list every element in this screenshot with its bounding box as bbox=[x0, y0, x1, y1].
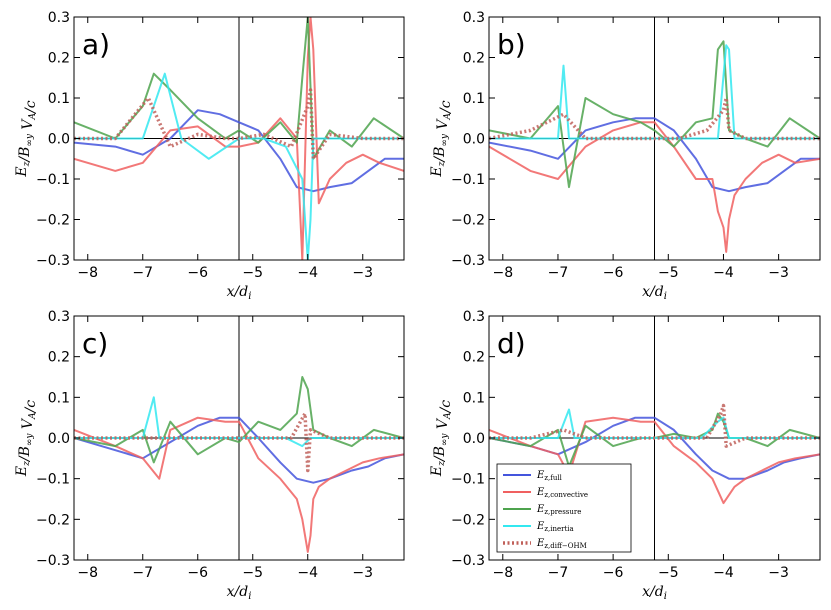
y-axis-label: Ez/B∞y VA/c bbox=[14, 100, 39, 177]
x-tick-label: −4 bbox=[713, 265, 734, 281]
series-line-inertia bbox=[489, 408, 820, 439]
y-tick-label: 0.1 bbox=[48, 91, 70, 107]
series-line-full bbox=[489, 416, 820, 480]
series-line-diff-ohm bbox=[74, 88, 404, 161]
panel-label: d) bbox=[497, 327, 526, 360]
series-line-full bbox=[489, 117, 820, 193]
y-tick-label: −0.1 bbox=[36, 472, 70, 488]
x-tick-label: −7 bbox=[132, 565, 153, 581]
legend-label-pressure: Ez,pressure bbox=[536, 504, 581, 516]
x-tick-label: −3 bbox=[352, 265, 373, 281]
panel-label: b) bbox=[497, 28, 526, 61]
x-tick-label: −8 bbox=[77, 265, 98, 281]
y-tick-label: 0.2 bbox=[463, 51, 485, 67]
legend-label-inertia: Ez,inertia bbox=[536, 521, 574, 533]
x-tick-label: −5 bbox=[658, 565, 679, 581]
x-tick-label: −5 bbox=[242, 565, 263, 581]
y-tick-label: 0.2 bbox=[463, 350, 485, 366]
series-line-convective bbox=[74, 17, 404, 260]
y-tick-label: 0.2 bbox=[48, 51, 70, 67]
series-group bbox=[489, 40, 820, 253]
x-axis-label: x/di bbox=[227, 584, 252, 602]
x-tick-label: −6 bbox=[603, 565, 624, 581]
x-tick-label: −6 bbox=[603, 265, 624, 281]
x-tick-label: −3 bbox=[768, 265, 789, 281]
y-tick-label: −0.3 bbox=[36, 253, 70, 269]
x-tick-label: −4 bbox=[297, 265, 318, 281]
x-axis-label: x/di bbox=[642, 284, 667, 302]
x-tick-label: −6 bbox=[187, 265, 208, 281]
series-line-inertia bbox=[74, 72, 404, 260]
panel-label: c) bbox=[82, 327, 108, 360]
x-tick-label: −5 bbox=[242, 265, 263, 281]
series-line-inertia bbox=[489, 44, 820, 140]
y-axis-label: Ez/B∞y VA/c bbox=[429, 400, 454, 477]
y-tick-label: −0.3 bbox=[36, 553, 70, 569]
y-tick-label: −0.3 bbox=[451, 253, 485, 269]
y-tick-label: 0.1 bbox=[463, 390, 485, 406]
y-tick-label: 0.3 bbox=[463, 309, 485, 325]
y-tick-label: −0.2 bbox=[36, 512, 70, 528]
x-tick-label: −4 bbox=[297, 565, 318, 581]
y-tick-label: −0.1 bbox=[36, 172, 70, 188]
y-tick-label: −0.2 bbox=[451, 512, 485, 528]
series-line-pressure bbox=[74, 17, 404, 160]
chart-panel-c: −8 −7 −6 −5 −4 −3 −0.3 −0.2 −0.1 0.0 0.1 0.2 0.3 x/di… bbox=[14, 309, 405, 602]
y-axis-label: Ez/B∞y VA/c bbox=[14, 400, 39, 477]
series-line-diff-ohm bbox=[74, 411, 404, 473]
y-tick-label: −0.1 bbox=[451, 472, 485, 488]
x-axis-label: x/di bbox=[227, 284, 252, 302]
x-tick-label: −3 bbox=[768, 565, 789, 581]
y-tick-label: −0.3 bbox=[451, 553, 485, 569]
y-axis-label: Ez/B∞y VA/c bbox=[429, 100, 454, 177]
y-tick-label: 0.1 bbox=[48, 390, 70, 406]
y-tick-label: −0.2 bbox=[36, 213, 70, 229]
y-tick-label: 0.0 bbox=[463, 132, 485, 148]
y-tick-label: −0.1 bbox=[451, 172, 485, 188]
chart-panel-a: −8 −7 −6 −5 −4 −3 −0.3 −0.2 −0.1 0.0 0.1 0.2 0.3 x/di… bbox=[14, 10, 405, 302]
series-line-pressure bbox=[489, 40, 820, 189]
series-line-diff-ohm bbox=[489, 403, 820, 448]
x-axis-label: x/di bbox=[642, 584, 667, 602]
x-tick-label: −5 bbox=[658, 265, 679, 281]
series-group bbox=[74, 17, 404, 260]
series-group bbox=[74, 376, 404, 553]
chart-panel-d: −8 −7 −6 −5 −4 −3 −0.3 −0.2 −0.1 0.0 0.1 0.2 0.3 x/di… bbox=[429, 309, 821, 602]
x-tick-label: −6 bbox=[187, 565, 208, 581]
y-tick-label: −0.2 bbox=[451, 213, 485, 229]
y-tick-label: 0.1 bbox=[463, 91, 485, 107]
series-line-convective bbox=[489, 121, 820, 253]
legend-label-diff-ohm: Ez,diff−OHM bbox=[536, 538, 587, 550]
panel-label: a) bbox=[82, 28, 110, 61]
y-tick-label: 0.0 bbox=[463, 431, 485, 447]
x-tick-label: −8 bbox=[492, 265, 513, 281]
series-line-pressure bbox=[74, 376, 404, 464]
legend: Ez,full Ez,convective Ez,pressure Ez,inerti… bbox=[496, 463, 632, 553]
series-line-pressure bbox=[489, 412, 820, 468]
series-line-full bbox=[74, 416, 404, 484]
x-tick-label: −3 bbox=[352, 565, 373, 581]
y-tick-label: 0.3 bbox=[48, 10, 70, 26]
x-tick-label: −7 bbox=[132, 265, 153, 281]
x-tick-label: −4 bbox=[713, 565, 734, 581]
x-tick-label: −7 bbox=[548, 265, 569, 281]
y-tick-label: 0.3 bbox=[48, 309, 70, 325]
x-tick-label: −8 bbox=[77, 565, 98, 581]
chart-panel-b: −8 −7 −6 −5 −4 −3 −0.3 −0.2 −0.1 0.0 0.1 0.2 0.3 x/di… bbox=[429, 10, 821, 302]
y-tick-label: 0.2 bbox=[48, 350, 70, 366]
series-line-convective bbox=[74, 416, 404, 553]
x-tick-label: −8 bbox=[492, 565, 513, 581]
x-tick-label: −7 bbox=[548, 565, 569, 581]
y-tick-label: 0.3 bbox=[463, 10, 485, 26]
y-tick-label: 0.0 bbox=[48, 431, 70, 447]
y-tick-label: 0.0 bbox=[48, 132, 70, 148]
legend-label-full: Ez,full bbox=[536, 470, 563, 482]
legend-label-convective: Ez,convective bbox=[536, 487, 588, 499]
